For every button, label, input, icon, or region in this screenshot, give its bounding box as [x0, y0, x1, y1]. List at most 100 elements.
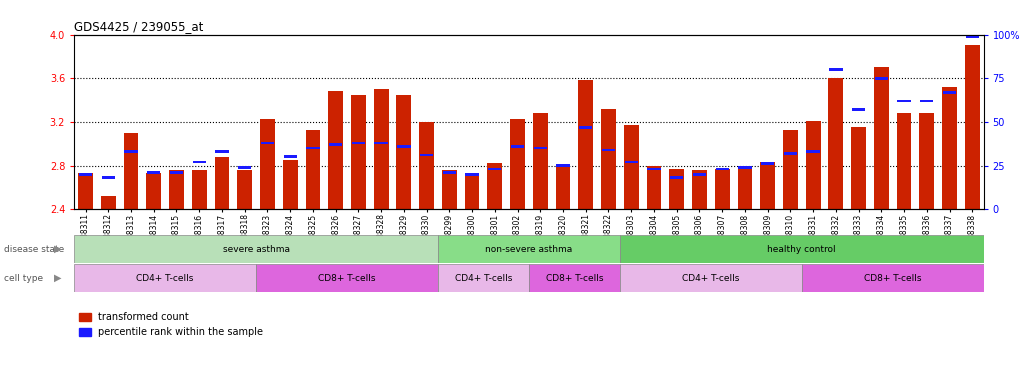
Text: non-severe asthma: non-severe asthma	[485, 245, 573, 254]
Bar	[488, 168, 502, 170]
Bar	[237, 170, 252, 209]
Bar	[647, 166, 661, 209]
Bar	[920, 99, 933, 102]
Bar	[783, 129, 798, 209]
Bar	[465, 173, 479, 209]
Bar	[511, 145, 524, 148]
Text: CD4+ T-cells: CD4+ T-cells	[136, 273, 194, 283]
Text: CD8+ T-cells: CD8+ T-cells	[864, 273, 922, 283]
Bar	[529, 264, 620, 292]
Bar	[329, 91, 343, 209]
Bar	[533, 113, 548, 209]
Text: ▶: ▶	[54, 244, 61, 254]
Bar	[169, 170, 184, 209]
Bar	[329, 143, 342, 146]
Bar	[124, 133, 138, 209]
Bar	[261, 142, 274, 144]
Bar	[620, 235, 984, 263]
Bar	[761, 162, 775, 165]
Bar	[965, 45, 980, 209]
Bar	[398, 145, 411, 148]
Bar	[784, 152, 797, 155]
Legend: transformed count, percentile rank within the sample: transformed count, percentile rank withi…	[79, 312, 264, 337]
Bar	[74, 235, 438, 263]
Bar	[101, 196, 115, 209]
Bar	[192, 170, 207, 209]
Bar	[510, 119, 525, 209]
Bar	[438, 264, 529, 292]
Bar	[692, 170, 707, 209]
Bar	[715, 169, 729, 209]
Text: ▶: ▶	[54, 273, 61, 283]
Bar	[801, 264, 984, 292]
Bar	[193, 161, 206, 164]
Bar	[146, 173, 161, 209]
Bar	[256, 264, 438, 292]
Bar	[760, 162, 775, 209]
Text: CD4+ T-cells: CD4+ T-cells	[454, 273, 512, 283]
Bar	[214, 157, 230, 209]
Bar	[739, 166, 752, 169]
Text: CD4+ T-cells: CD4+ T-cells	[682, 273, 740, 283]
Text: GDS4425 / 239055_at: GDS4425 / 239055_at	[74, 20, 204, 33]
Bar	[670, 169, 684, 209]
Bar	[351, 94, 366, 209]
Bar	[602, 149, 615, 151]
Bar	[624, 161, 638, 164]
Bar	[874, 77, 888, 79]
Bar	[806, 150, 820, 153]
Bar	[829, 68, 843, 71]
Bar	[442, 170, 456, 209]
Bar	[170, 171, 183, 174]
Bar	[671, 177, 683, 179]
Bar	[556, 164, 570, 167]
Bar	[920, 113, 934, 209]
Bar	[147, 171, 161, 174]
Bar	[555, 166, 571, 209]
Text: healthy control: healthy control	[767, 245, 836, 254]
Bar	[897, 113, 912, 209]
Bar	[851, 127, 866, 209]
Bar	[238, 166, 251, 169]
Bar	[78, 173, 93, 209]
Bar	[283, 156, 297, 158]
Bar	[74, 264, 256, 292]
Bar	[579, 126, 592, 129]
Bar	[487, 164, 503, 209]
Bar	[283, 160, 298, 209]
Bar	[102, 177, 115, 179]
Bar	[79, 173, 92, 176]
Bar	[466, 173, 479, 176]
Bar	[351, 142, 365, 144]
Bar	[624, 125, 639, 209]
Text: CD8+ T-cells: CD8+ T-cells	[318, 273, 376, 283]
Bar	[716, 168, 729, 170]
Bar	[374, 89, 388, 209]
Bar	[805, 121, 821, 209]
Bar	[534, 147, 547, 149]
Bar	[737, 166, 752, 209]
Bar	[942, 91, 956, 94]
Bar	[647, 168, 660, 170]
Text: severe asthma: severe asthma	[222, 245, 289, 254]
Bar	[620, 264, 801, 292]
Bar	[873, 67, 889, 209]
Text: CD8+ T-cells: CD8+ T-cells	[546, 273, 604, 283]
Bar	[828, 78, 844, 209]
Text: disease state: disease state	[4, 245, 64, 254]
Bar	[375, 142, 387, 144]
Bar	[125, 150, 138, 153]
Bar	[306, 129, 320, 209]
Bar	[443, 171, 456, 174]
Bar	[897, 99, 911, 102]
Bar	[438, 235, 620, 263]
Bar	[602, 109, 616, 209]
Bar	[306, 147, 319, 149]
Text: cell type: cell type	[4, 273, 43, 283]
Bar	[420, 154, 434, 157]
Bar	[215, 150, 229, 153]
Bar	[942, 87, 957, 209]
Bar	[693, 173, 707, 176]
Bar	[419, 122, 434, 209]
Bar	[260, 119, 275, 209]
